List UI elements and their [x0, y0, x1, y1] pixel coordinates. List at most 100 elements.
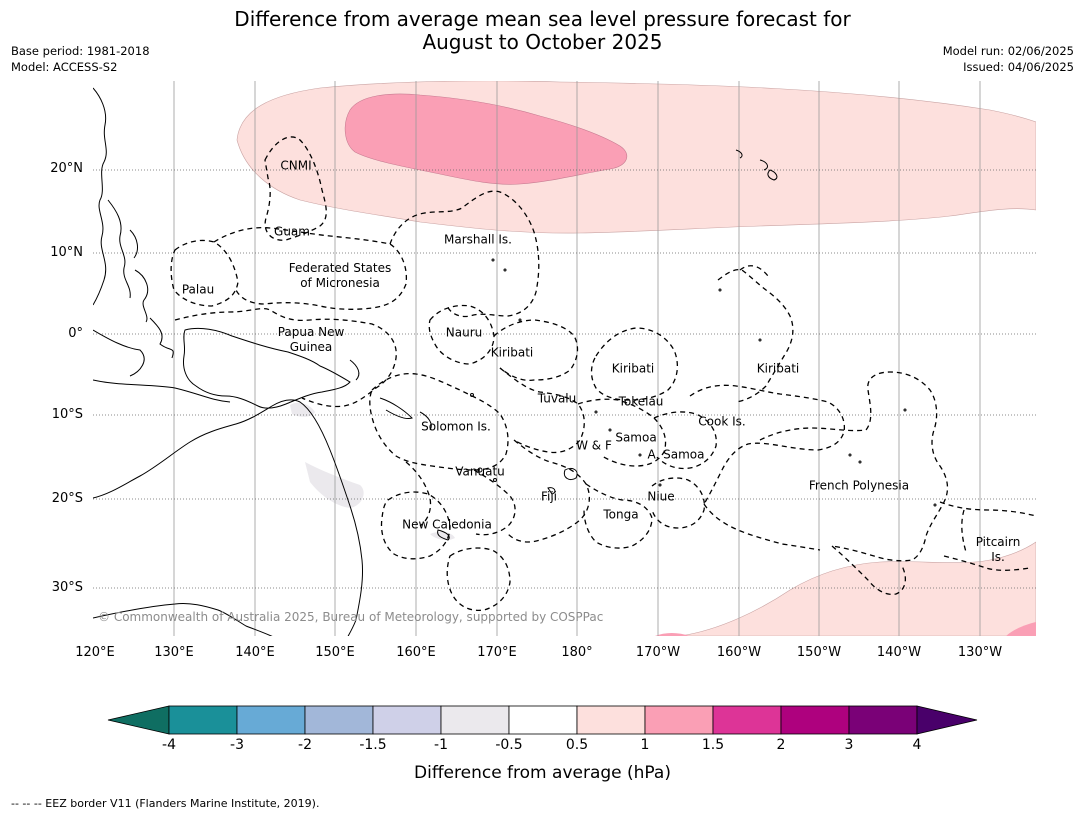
lon-label-150e: 150°E [315, 645, 355, 660]
colorbar-segments [107, 705, 978, 735]
label-fsm-line-2: of Micronesia [300, 276, 380, 290]
lon-label-130w: 130°W [957, 645, 1003, 660]
base-period: Base period: 1981-2018 [11, 44, 150, 58]
lat-label-20n: 20°N [50, 161, 83, 176]
meta-left: Base period: 1981-2018 Model: ACCESS-S2 [11, 43, 150, 75]
colorbar-tick: -1 [434, 737, 448, 753]
colorbar-tick: 0.5 [565, 737, 589, 753]
lon-label-130e: 130°E [154, 645, 194, 660]
lon-label-120e: 120°E [75, 645, 115, 660]
lon-label-160w: 160°W [716, 645, 762, 660]
lon-label-170e: 170°E [477, 645, 517, 660]
label-niue: Niue [647, 489, 675, 504]
meridians [173, 81, 981, 636]
label-tokelau: Tokelau [618, 394, 664, 409]
label-cnmi: CNMI [280, 158, 312, 173]
model-run: Model run: 02/06/2025 [942, 44, 1074, 58]
label-fsm: Federated States of Micronesia [289, 261, 391, 291]
colorbar-segment [780, 705, 850, 735]
meta-right: Model run: 02/06/2025 Issued: 04/06/2025 [943, 43, 1074, 75]
colorbar-segment [848, 705, 918, 735]
colorbar-tick: 3 [844, 737, 854, 753]
colorbar [107, 705, 978, 735]
label-png-line-1: Papua New [277, 325, 345, 339]
label-palau: Palau [181, 282, 215, 297]
lon-label-170w: 170°W [635, 645, 681, 660]
coastlines [93, 87, 937, 636]
label-marshall-islands: Marshall Is. [444, 232, 512, 247]
label-kiribati-east: Kiribati [756, 361, 800, 376]
label-cook-islands: Cook Is. [698, 414, 746, 429]
lon-label-180: 180° [561, 645, 593, 660]
colorbar-segment [644, 705, 714, 735]
colorbar-tick: 1.5 [701, 737, 725, 753]
colorbar-tick: 1 [640, 737, 650, 753]
lat-label-10s: 10°S [51, 407, 83, 422]
colorbar-extend-max [916, 705, 978, 735]
anomaly-north-mid [344, 93, 628, 185]
title-line-2: August to October 2025 [422, 30, 663, 54]
colorbar-tick: -3 [230, 737, 244, 753]
label-american-samoa: A. Samoa [647, 447, 705, 462]
anomaly-neg-patch-2 [290, 402, 315, 417]
label-fiji: Fiji [540, 489, 558, 504]
eez-legend-note: -- -- -- EEZ border V11 (Flanders Marine… [11, 797, 320, 810]
label-wallis-futuna: W & F [576, 438, 612, 453]
colorbar-segment [712, 705, 782, 735]
issued-date: Issued: 04/06/2025 [963, 60, 1074, 74]
label-solomon-islands: Solomon Is. [421, 419, 491, 434]
colorbar-tick: -2 [298, 737, 312, 753]
map-frame: © Commonwealth of Australia 2025, Bureau… [93, 81, 1036, 636]
colorbar-tick: -1.5 [359, 737, 387, 753]
label-png-line-2: Guinea [289, 340, 333, 354]
label-pitcairn-line-2: Is. [991, 550, 1005, 564]
label-pitcairn-line-1: Pitcairn [975, 535, 1021, 549]
model-name: Model: ACCESS-S2 [11, 60, 118, 74]
lon-label-160e: 160°E [396, 645, 436, 660]
label-kiribati-central: Kiribati [611, 361, 655, 376]
label-png: Papua New Guinea [278, 325, 345, 355]
label-guam: Guam [274, 224, 310, 239]
anomaly-south-light [679, 541, 1036, 636]
colorbar-tick: 4 [912, 737, 922, 753]
label-pitcairn: Pitcairn Is. [976, 535, 1021, 565]
colorbar-segment [372, 705, 442, 735]
title-line-1: Difference from average mean sea level p… [234, 7, 851, 31]
colorbar-tick: -4 [162, 737, 176, 753]
colorbar-extend-min [107, 705, 170, 735]
label-kiribati-west: Kiribati [490, 345, 534, 360]
lat-label-30s: 30°S [51, 580, 83, 595]
eez-borders [170, 136, 1036, 612]
parallels [93, 169, 1036, 589]
anomaly-south-edge [655, 633, 690, 636]
label-fsm-line-1: Federated States [288, 261, 392, 275]
map-title: Difference from average mean sea level p… [0, 8, 1085, 54]
colorbar-tick: -0.5 [495, 737, 523, 753]
colorbar-segment [440, 705, 510, 735]
colorbar-segment [304, 705, 374, 735]
colorbar-segment [508, 705, 578, 735]
anomaly-neg-patch-3 [430, 531, 455, 541]
label-nauru: Nauru [445, 325, 483, 340]
lat-label-20s: 20°S [51, 491, 83, 506]
label-vanuatu: Vanuatu [455, 464, 505, 479]
label-new-caledonia: New Caledonia [402, 517, 492, 532]
anomaly-neg-patch-1 [305, 462, 364, 508]
label-french-polynesia: French Polynesia [808, 478, 910, 493]
label-tonga: Tonga [603, 507, 639, 522]
label-tuvalu: Tuvalu [537, 391, 577, 406]
colorbar-segment [576, 705, 646, 735]
lat-label-0: 0° [68, 326, 83, 341]
lat-label-10n: 10°N [50, 245, 83, 260]
lon-label-140e: 140°E [235, 645, 275, 660]
colorbar-tick: 2 [776, 737, 786, 753]
colorbar-label: Difference from average (hPa) [414, 763, 671, 783]
lon-label-140w: 140°W [876, 645, 922, 660]
anomaly-south-mid [1006, 622, 1036, 636]
colorbar-segment [236, 705, 306, 735]
map-copyright: © Commonwealth of Australia 2025, Bureau… [98, 610, 603, 624]
label-samoa: Samoa [615, 430, 657, 445]
colorbar-segment [168, 705, 238, 735]
lon-label-150w: 150°W [796, 645, 842, 660]
